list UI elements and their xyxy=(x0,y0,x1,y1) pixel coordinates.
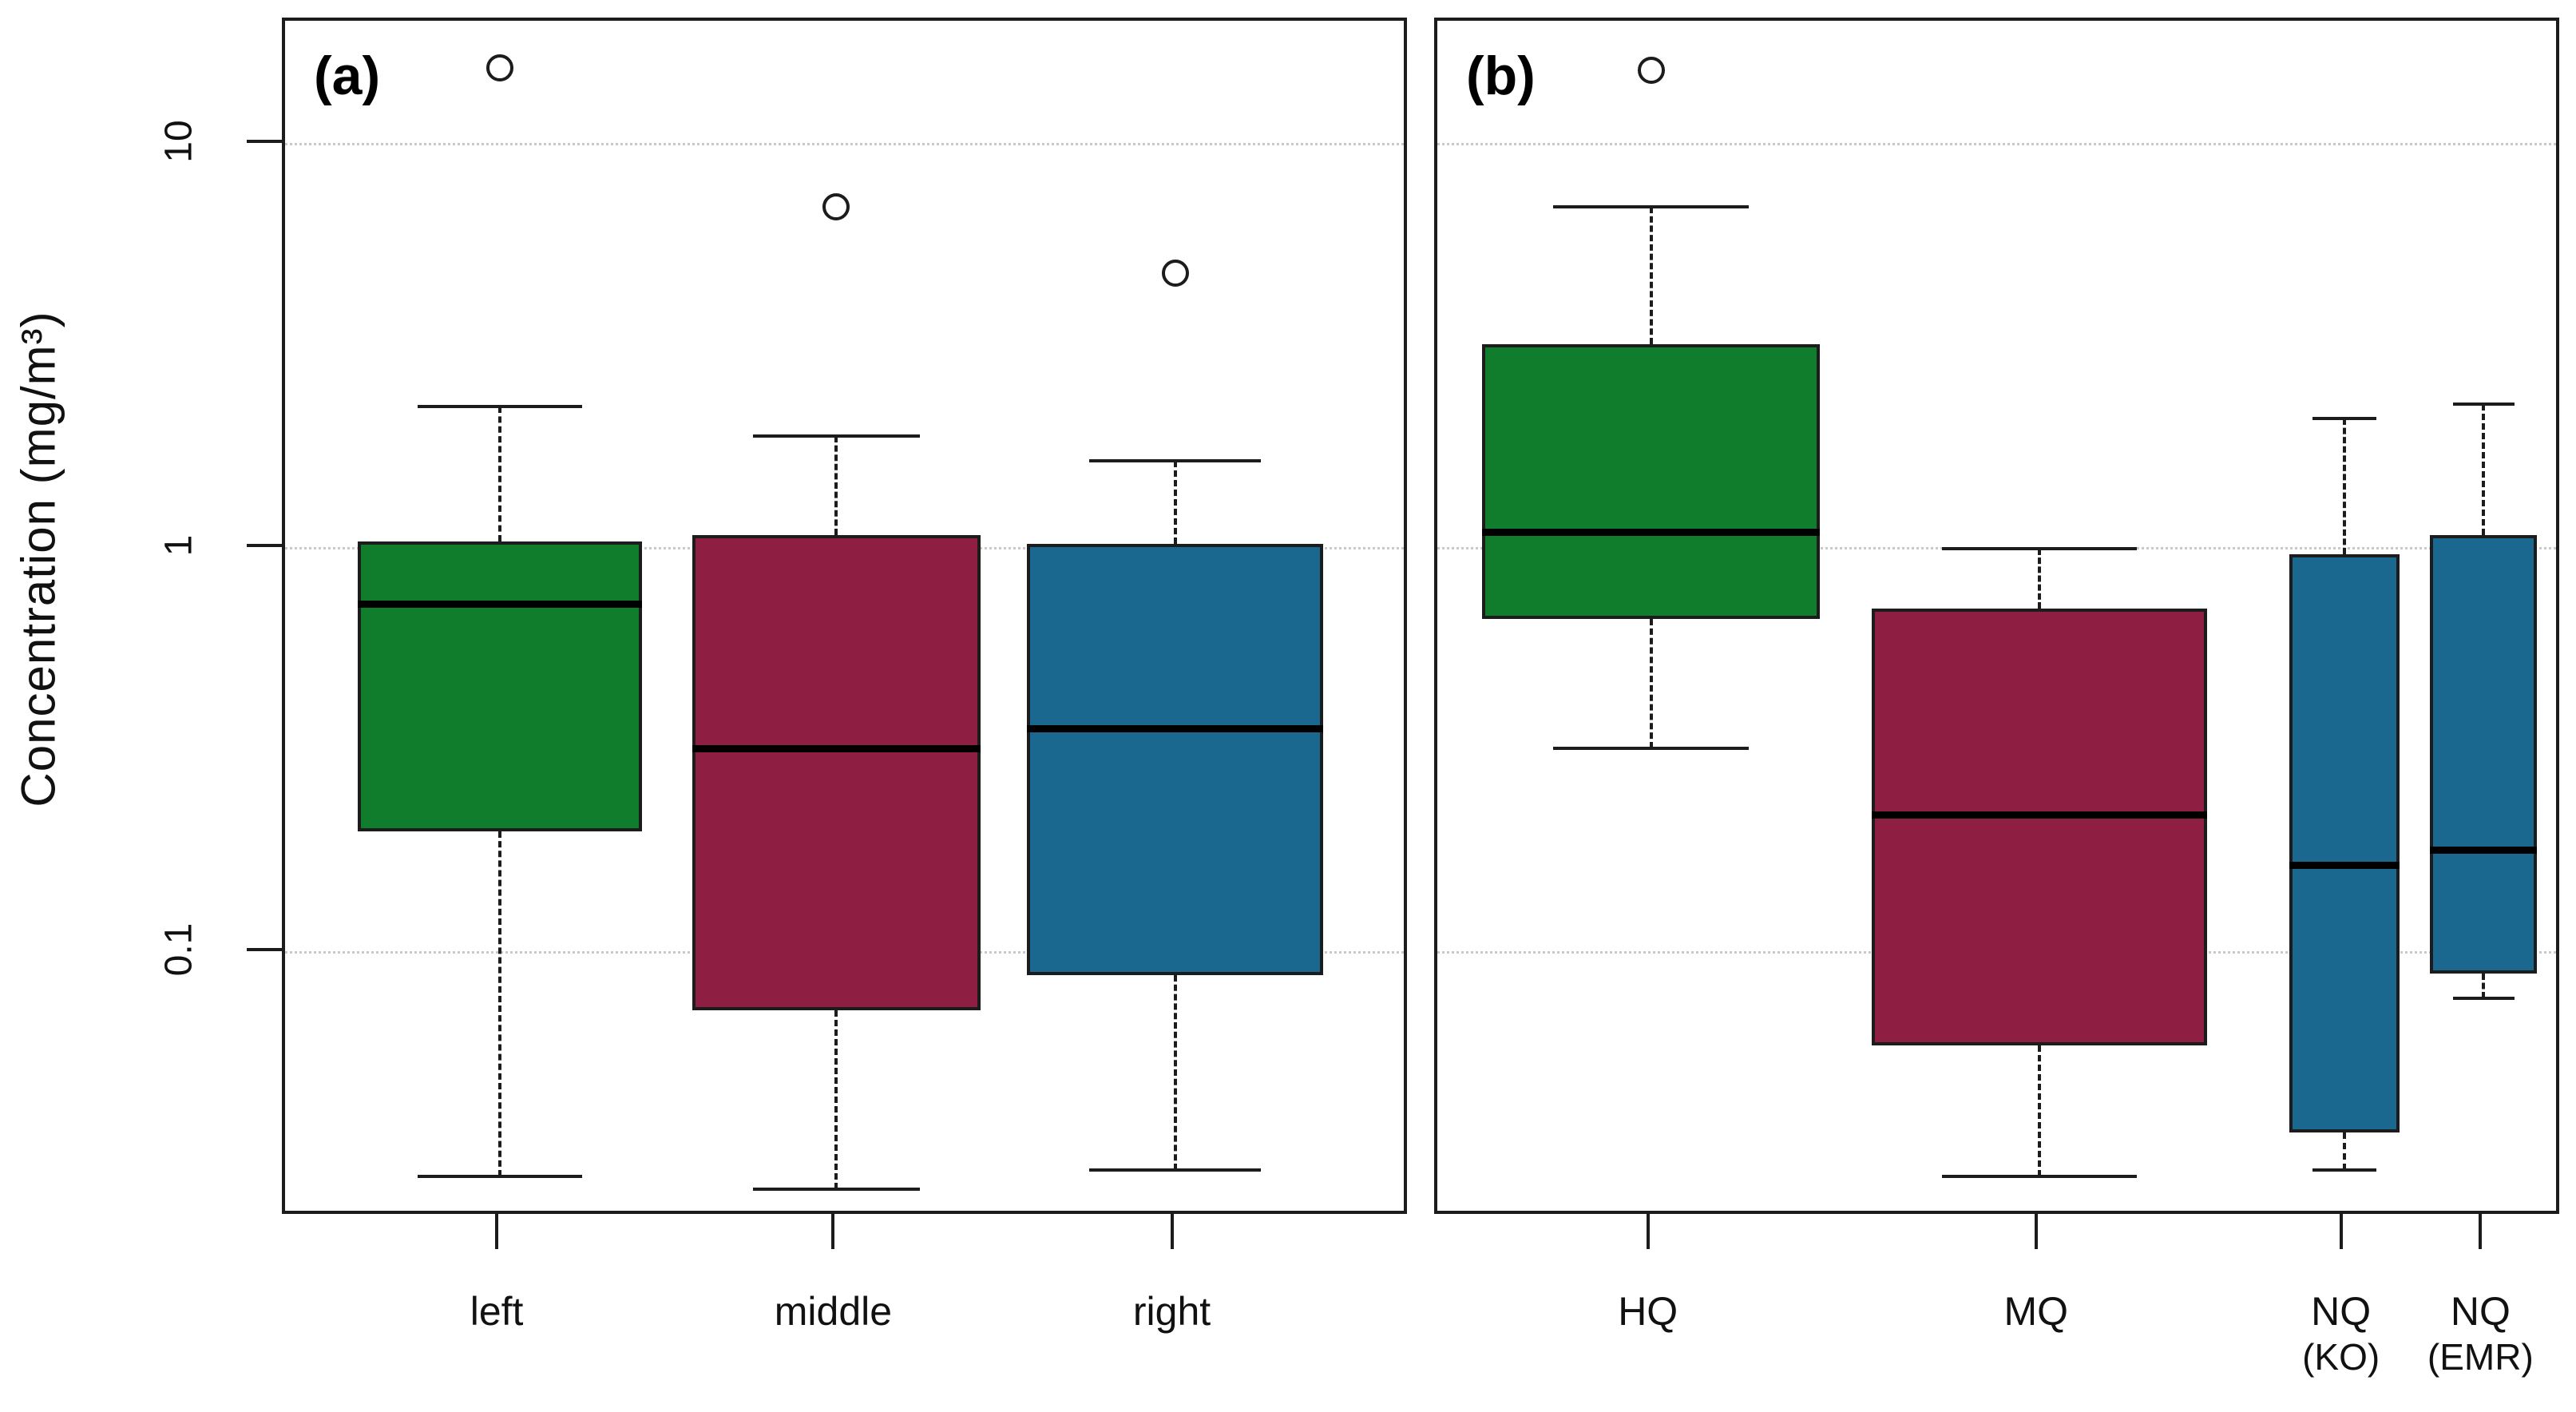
gridline-10 xyxy=(1437,143,2556,145)
whisker-cap-top-hq xyxy=(1553,205,1750,209)
whisker-upper-hq xyxy=(1649,207,1653,345)
x-label-main-left: left xyxy=(470,1289,524,1334)
x-label-hq: HQ xyxy=(1488,1287,1808,1335)
whisker-cap-bottom-hq xyxy=(1553,747,1750,751)
whisker-cap-top-left xyxy=(417,404,583,408)
x-label-right: right xyxy=(1013,1287,1332,1335)
y-tick-10 xyxy=(247,140,282,143)
whisker-lower-middle xyxy=(834,1010,838,1190)
y-tick-0.1 xyxy=(247,948,282,951)
whisker-cap-bottom-mq xyxy=(1942,1174,2137,1178)
box-right xyxy=(1026,543,1324,976)
box-mq xyxy=(1871,609,2207,1045)
median-line-right xyxy=(1026,724,1324,732)
whisker-lower-left xyxy=(498,831,502,1176)
x-label-main-nq-emr: NQ xyxy=(2450,1289,2511,1334)
x-label-sub-nq-ko: (KO) xyxy=(2302,1336,2380,1378)
y-tick-label-1: 1 xyxy=(157,534,200,557)
whisker-cap-top-right xyxy=(1088,458,1262,462)
x-label-main-right: right xyxy=(1132,1289,1211,1334)
box-left xyxy=(357,541,643,831)
plot-panel-b: (b) xyxy=(1434,18,2559,1214)
x-label-mq: MQ xyxy=(1877,1287,2196,1335)
whisker-lower-hq xyxy=(1649,619,1653,749)
x-tick-right xyxy=(1170,1214,1174,1249)
whisker-lower-right xyxy=(1173,975,1177,1170)
whisker-upper-nq-emr xyxy=(2482,403,2486,536)
plot-panel-a: (a) xyxy=(282,18,1407,1214)
panel-label-a: (a) xyxy=(314,46,381,106)
whisker-upper-middle xyxy=(834,435,838,536)
x-label-middle: middle xyxy=(673,1287,993,1335)
outlier-point-middle xyxy=(822,193,850,221)
median-line-mq xyxy=(1871,811,2207,819)
x-label-nq-ko: NQ (KO) xyxy=(2182,1287,2501,1378)
x-label-main-middle: middle xyxy=(774,1289,893,1334)
box-nq-emr xyxy=(2430,535,2538,974)
outlier-point-left xyxy=(486,54,514,81)
median-line-nq-emr xyxy=(2430,846,2538,854)
median-line-left xyxy=(357,601,643,609)
y-tick-label-0.1: 0.1 xyxy=(157,922,200,977)
box-hq xyxy=(1482,344,1821,619)
x-label-nq-emr: NQ (EMR) xyxy=(2320,1287,2576,1378)
whisker-cap-bottom-middle xyxy=(752,1188,920,1192)
whisker-cap-top-middle xyxy=(752,434,920,438)
whisker-cap-bottom-left xyxy=(417,1174,583,1178)
median-line-nq-ko xyxy=(2289,861,2400,869)
x-label-sub-nq-emr: (EMR) xyxy=(2427,1336,2534,1378)
x-tick-hq xyxy=(1646,1214,1650,1249)
median-line-middle xyxy=(692,745,981,753)
outlier-point-right xyxy=(1161,260,1189,288)
whisker-upper-mq xyxy=(2037,549,2041,609)
whisker-lower-nq-ko xyxy=(2342,1132,2346,1171)
x-tick-left xyxy=(495,1214,499,1249)
whisker-cap-top-nq-ko xyxy=(2312,416,2376,420)
x-tick-middle xyxy=(831,1214,835,1249)
x-tick-nq-emr xyxy=(2479,1214,2483,1249)
x-tick-nq-ko xyxy=(2339,1214,2343,1249)
x-label-main-nq-ko: NQ xyxy=(2311,1289,2372,1334)
whisker-upper-left xyxy=(498,406,502,542)
outlier-point-hq xyxy=(1637,56,1665,84)
y-tick-1 xyxy=(247,544,282,547)
whisker-lower-mq xyxy=(2037,1045,2041,1176)
box-nq-ko xyxy=(2289,553,2400,1132)
x-tick-mq xyxy=(2034,1214,2038,1249)
y-tick-label-10: 10 xyxy=(157,120,200,163)
x-label-main-hq: HQ xyxy=(1618,1289,1678,1334)
box-middle xyxy=(692,535,981,1011)
whisker-upper-right xyxy=(1173,460,1177,544)
whisker-upper-nq-ko xyxy=(2342,418,2346,554)
whisker-cap-bottom-nq-emr xyxy=(2452,997,2515,1001)
whisker-cap-bottom-nq-ko xyxy=(2312,1168,2376,1172)
x-label-left: left xyxy=(337,1287,656,1335)
gridline-10 xyxy=(285,143,1404,145)
panel-label-b: (b) xyxy=(1466,46,1536,106)
x-label-main-mq: MQ xyxy=(2003,1289,2069,1334)
whisker-cap-top-mq xyxy=(1942,547,2137,550)
whisker-cap-top-nq-emr xyxy=(2452,402,2515,406)
whisker-lower-nq-emr xyxy=(2482,973,2486,999)
whisker-cap-bottom-right xyxy=(1088,1168,1262,1172)
median-line-hq xyxy=(1482,529,1821,537)
y-axis-title: Concentration (mg/m³) xyxy=(11,311,65,807)
